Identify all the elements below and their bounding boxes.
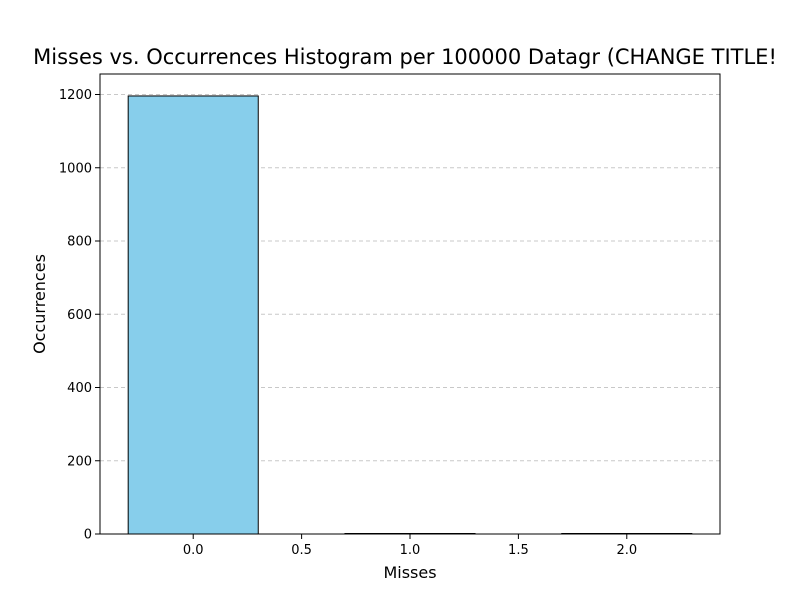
y-axis-ticks: 0 200 400 600 800 1000 1200 xyxy=(59,88,100,543)
y-axis-label: Occurrences xyxy=(30,254,49,354)
grid-lines xyxy=(100,94,720,462)
bars xyxy=(127,95,693,535)
x-tick-label-0: 0.0 xyxy=(183,543,204,558)
x-axis-ticks: 0.0 0.5 1.0 1.5 2.0 xyxy=(183,534,637,558)
y-tick-label-5: 1000 xyxy=(59,161,92,176)
y-tick-label-4: 800 xyxy=(67,235,92,250)
x-axis-label: Misses xyxy=(383,563,436,582)
x-tick-label-1: 0.5 xyxy=(291,543,312,558)
bar-0 xyxy=(127,95,259,535)
y-tick-label-0: 0 xyxy=(84,528,92,543)
chart-title: Misses vs. Occurrences Histogram per 100… xyxy=(33,45,777,69)
x-tick-label-4: 2.0 xyxy=(616,543,637,558)
y-tick-label-2: 400 xyxy=(67,381,92,396)
y-tick-label-1: 200 xyxy=(67,454,92,469)
x-tick-label-2: 1.0 xyxy=(400,543,421,558)
y-tick-label-6: 1200 xyxy=(59,88,92,103)
y-tick-label-3: 600 xyxy=(67,308,92,323)
x-tick-label-3: 1.5 xyxy=(508,543,529,558)
